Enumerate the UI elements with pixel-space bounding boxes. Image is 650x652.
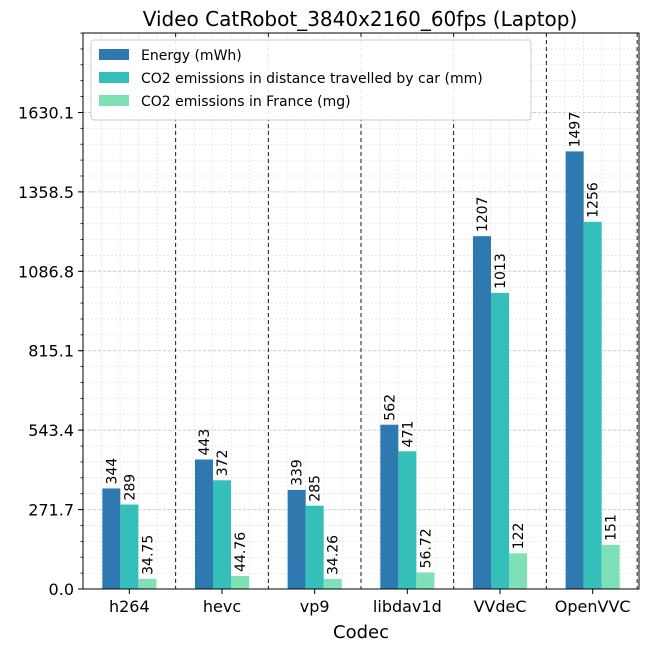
legend-entry: CO2 emissions in distance travelled by c… [141, 71, 483, 87]
x-tick-label: vp9 [300, 597, 330, 616]
data-label: 1256 [586, 182, 602, 218]
data-label: 1207 [475, 197, 491, 233]
data-label: 344 [104, 458, 120, 485]
plot-frame [82, 32, 640, 590]
y-tick-label: 1086.8 [18, 262, 74, 281]
data-label: 289 [122, 474, 138, 501]
category-separators [175, 33, 638, 589]
data-label: 56.72 [418, 528, 434, 568]
y-tick-label: 271.7 [28, 501, 74, 520]
data-label: 1013 [493, 253, 509, 289]
bar [416, 572, 435, 589]
bar [120, 504, 139, 589]
data-label: 339 [290, 459, 306, 486]
bar [305, 505, 324, 589]
data-label: 372 [215, 450, 231, 477]
legend: Energy (mWh) CO2 emissions in distance tr… [90, 39, 532, 121]
data-label: 34.26 [326, 535, 342, 575]
x-tick-label: VVdeC [473, 597, 526, 616]
y-tick-label: 815.1 [28, 342, 74, 361]
bar [213, 480, 231, 589]
x-tick-label: hevc [203, 597, 241, 616]
x-tick-label: h264 [109, 597, 150, 616]
data-label: 562 [382, 394, 398, 421]
x-axis-label: Codec [333, 622, 389, 643]
legend-box [90, 39, 532, 121]
bar [583, 221, 602, 589]
data-label: 34.75 [140, 535, 156, 575]
bar [473, 236, 491, 589]
data-label: 1497 [568, 112, 584, 148]
bar [102, 488, 121, 589]
legend-swatch [99, 95, 129, 106]
legend-entry: CO2 emissions in France (mg) [141, 94, 351, 110]
bar [287, 489, 306, 589]
data-label: 122 [511, 523, 527, 550]
legend-swatch [99, 49, 129, 60]
bar [491, 292, 509, 589]
x-tick-label: OpenVVC [555, 597, 631, 616]
data-label: 285 [308, 475, 324, 502]
bars [102, 151, 620, 589]
data-label: 443 [197, 429, 213, 456]
bar [138, 578, 157, 589]
bar [195, 459, 213, 589]
data-label: 471 [400, 421, 416, 448]
bar [565, 151, 584, 589]
data-label: 44.76 [233, 532, 249, 572]
y-tick-label: 0.0 [49, 580, 74, 599]
y-axis-ticks: 0.0 271.7 543.4 815.1 1086.8 1358.5 1630.1 [18, 32, 83, 599]
legend-entry: Energy (mWh) [141, 48, 242, 64]
x-axis-ticks: h264 hevc vp9 libdav1d VVdeC OpenVVC [109, 589, 631, 616]
bar [380, 424, 399, 589]
bar [323, 578, 342, 589]
chart-title: Video CatRobot_3840x2160_60fps (Laptop) [143, 7, 578, 31]
legend-swatch [99, 72, 129, 83]
bar [601, 544, 620, 589]
y-tick-label: 1358.5 [18, 183, 74, 202]
bar [509, 553, 527, 589]
bar [231, 575, 249, 589]
bar [398, 451, 417, 589]
x-tick-label: libdav1d [373, 597, 442, 616]
y-tick-label: 543.4 [28, 421, 74, 440]
data-label: 151 [604, 514, 620, 541]
y-tick-label: 1630.1 [18, 103, 74, 122]
